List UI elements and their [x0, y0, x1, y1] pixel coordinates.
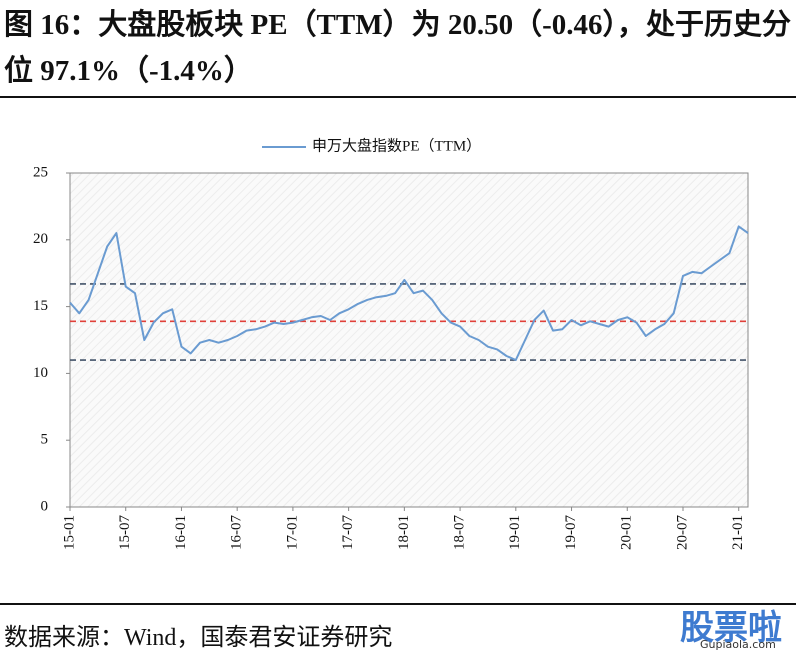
legend-label: 申万大盘指数PE（TTM） [312, 136, 481, 154]
watermark: Gupiaola.com [700, 638, 776, 651]
source: 数据来源：Wind，国泰君安证券研究 [4, 625, 393, 651]
x-tick-label: 17-01 [284, 515, 300, 550]
x-tick-label: 15-01 [61, 515, 77, 550]
x-tick-label: 17-07 [340, 515, 356, 550]
x-tick-label: 20-07 [674, 515, 690, 550]
y-tick-label: 20 [33, 231, 48, 247]
x-tick-label: 18-01 [396, 515, 412, 550]
x-tick-label: 15-07 [117, 515, 133, 550]
source-rule [0, 603, 796, 605]
x-tick-label: 16-07 [229, 515, 245, 550]
y-tick-label: 10 [33, 365, 48, 381]
y-tick-label: 15 [33, 298, 48, 314]
y-tick-label: 5 [41, 432, 49, 448]
chart: 0 5 10 15 20 25 15-01 15-07 16-01 16-07 17-01 17-07… [33, 136, 749, 550]
x-tick-label: 16-01 [173, 515, 189, 550]
watermark: 股票啦 [680, 608, 782, 648]
x-tick-label: 19-01 [507, 515, 523, 550]
y-tick-label: 0 [41, 498, 49, 514]
title: 图 16：大盘股板块 PE（TTM）为 20.50（-0.46），处于历史分位 … [4, 9, 792, 87]
x-tick-label: 20-01 [619, 515, 635, 550]
x-tick-label: 18-07 [452, 515, 468, 550]
plot-area [69, 172, 749, 508]
x-tick-label: 21-01 [730, 515, 746, 550]
series-line [69, 225, 749, 361]
x-tick-label: 19-07 [563, 515, 579, 550]
y-tick-label: 25 [33, 164, 48, 180]
title-rule [0, 96, 796, 98]
